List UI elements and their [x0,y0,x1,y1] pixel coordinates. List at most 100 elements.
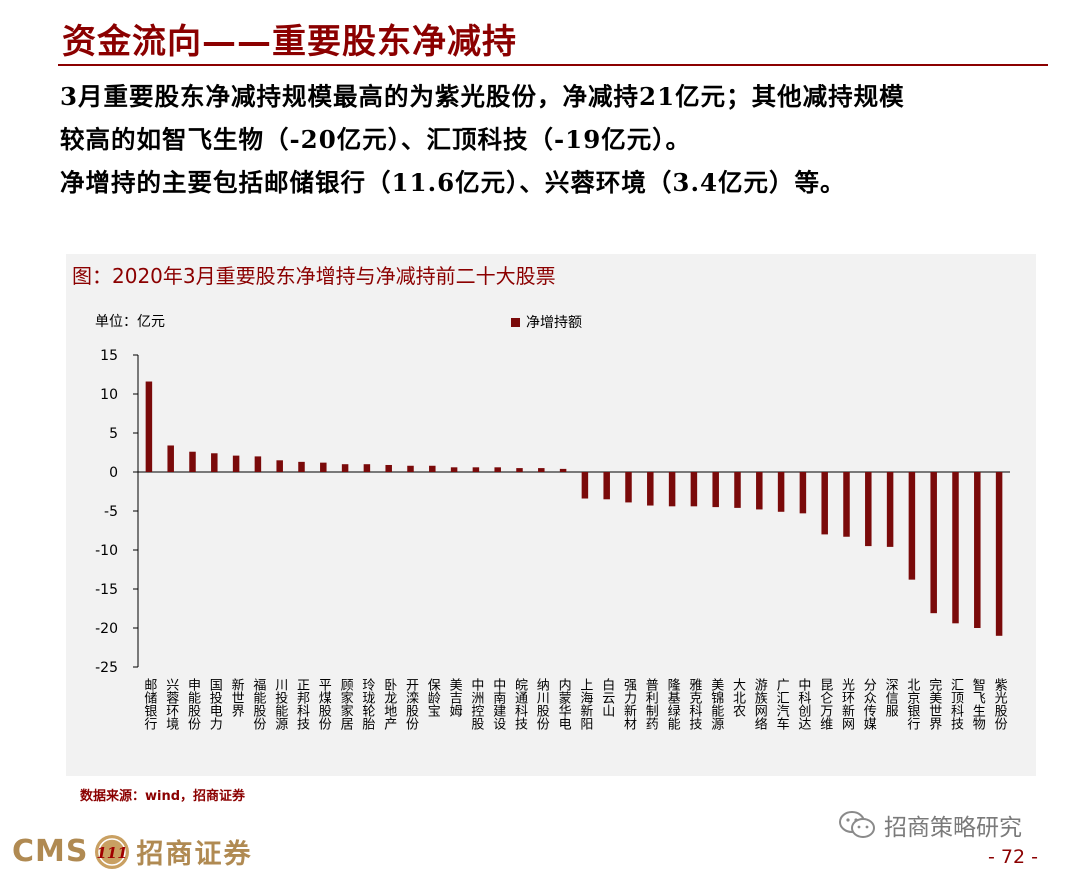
x-category-label: 皖通科技 [512,678,528,730]
bar [341,464,349,472]
x-category-label: 川投能源 [272,678,288,730]
x-category-label: 光环新网 [839,678,855,730]
bar [494,467,501,472]
bar [974,472,981,628]
x-category-label: 美吉姆 [447,678,463,717]
chart-panel [66,254,1036,776]
y-tick-label: 0 [109,465,118,481]
y-tick-label: -25 [95,660,118,676]
summary-text: 3月重要股东净减持规模最高的为紫光股份，净减持21亿元；其他减持规模 较高的如智… [60,78,1055,201]
bar [559,468,567,472]
page-number: - 72 - [988,846,1038,868]
title-rule [58,64,1048,66]
x-category-label: 白云山 [599,677,615,717]
x-category-label: 紫光股份 [992,678,1008,730]
data-source-note: 数据来源：wind，招商证券 [80,789,246,804]
wechat-watermark: 招商策略研究 [838,808,1022,842]
x-category-label: 国投电力 [207,678,223,731]
x-category-label: 新世界 [229,677,245,718]
bar [167,445,174,472]
x-category-label: 纳川股份 [534,678,550,730]
x-category-label: 完美世界 [926,678,942,731]
bar [211,453,218,472]
bar [363,464,371,472]
bar [538,468,545,472]
x-category-label: 广汇汽车 [774,678,790,730]
y-tick-label: 15 [100,348,118,364]
bar [472,467,480,472]
cms-badge-text: 111 [97,844,128,862]
x-category-label: 兴蓉环境 [163,678,179,730]
bar [886,472,894,547]
bar [407,465,414,472]
x-category-label: 隆基绿能 [665,678,681,730]
x-category-label: 游族网络 [752,678,768,730]
summary-line-2: 较高的如智飞生物（-20亿元）、汇顶科技（-19亿元）。 [60,125,692,154]
y-tick-label: 10 [100,387,118,403]
bar [865,472,872,547]
bar [952,472,959,624]
bar [189,451,196,472]
bar [843,472,850,537]
x-category-label: 分众传媒 [861,678,877,730]
bar [690,472,698,507]
x-category-label: 深信服 [883,678,899,717]
x-category-label: 普利制药 [643,678,659,730]
y-tick-label: -15 [95,582,118,598]
bar [668,472,676,507]
x-category-label: 顾家家居 [338,678,354,730]
x-category-label: 美锦能源 [708,678,724,730]
x-category-label: 保龄宝 [425,678,441,717]
bar [908,472,916,580]
x-category-label: 开滦股份 [403,678,419,730]
x-category-label: 正邦科技 [294,678,310,730]
x-category-label: 雅克科技 [686,678,702,730]
x-category-label: 中南建设 [490,678,506,730]
bar [276,460,283,472]
cms-logo: CMS 111 招商证券 [12,832,252,871]
bar [429,465,436,472]
x-category-label: 智飞生物 [970,678,986,731]
legend-label: 净增持额 [526,315,582,331]
y-tick-label: 5 [109,426,118,442]
bar [734,472,741,508]
bar [385,464,392,472]
bar [145,381,153,472]
bar [712,472,719,508]
x-category-label: 大北农 [730,678,746,717]
bar [756,472,763,510]
bar [320,462,327,472]
x-category-label: 玲珑轮胎 [359,678,375,731]
x-category-label: 北京银行 [904,678,920,731]
legend-swatch [511,317,520,327]
x-category-label: 内蒙华电 [556,677,572,730]
bar [647,472,654,506]
bar [930,472,937,614]
x-category-label: 福能股份 [250,678,266,730]
bar [995,472,1003,636]
bar [516,468,523,472]
x-category-label: 汇顶科技 [948,678,964,730]
x-category-label: 昆仑万维 [817,678,833,730]
x-category-label: 中科创达 [795,678,811,731]
bar [581,472,589,499]
wechat-account-name: 招商策略研究 [884,815,1022,841]
bar [799,472,807,514]
bar [298,461,305,472]
bar [254,456,262,472]
bar [232,455,240,472]
x-category-label: 申能股份 [185,678,201,730]
x-category-label: 上海新阳 [577,678,593,730]
summary-line-1: 3月重要股东净减持规模最高的为紫光股份，净减持21亿元；其他减持规模 [60,82,905,111]
y-tick-label: -5 [104,504,118,520]
summary-line-3: 净增持的主要包括邮储银行（11.6亿元）、兴蓉环境（3.4亿元）等。 [60,168,846,197]
y-tick-label: -20 [95,621,118,637]
bar [821,472,828,535]
y-tick-label: -10 [95,543,118,559]
bar [625,472,632,503]
cms-logo-text: CMS [12,834,89,869]
x-category-label: 邮储银行 [141,678,157,731]
cms-badge-icon: 111 [95,834,130,869]
x-category-label: 卧龙地产 [381,678,397,731]
